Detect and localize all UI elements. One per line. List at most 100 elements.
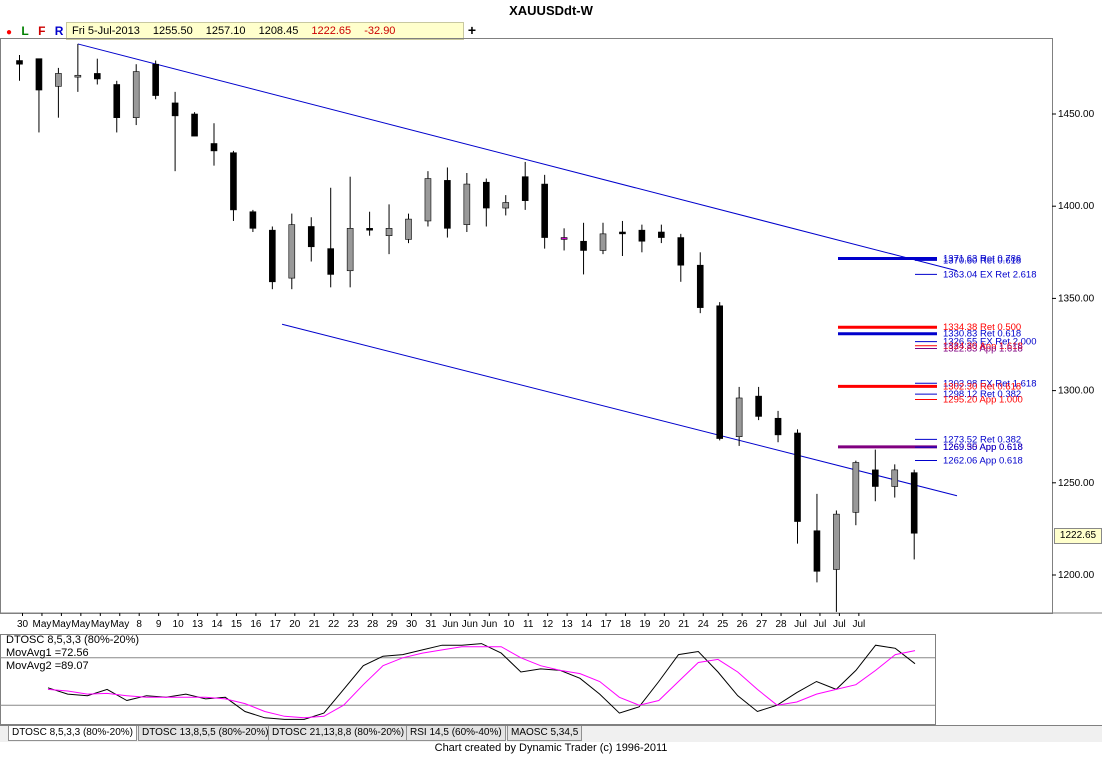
candle-body: [288, 224, 296, 279]
candle-body: [852, 462, 860, 513]
x-tick-label: 30: [406, 619, 418, 630]
tab-rsi[interactable]: RSI 14,5 (60%-40%): [406, 726, 506, 741]
candle-body: [113, 84, 121, 118]
projection-level-label: 1330.83 Ret 0.618: [943, 329, 1021, 340]
candle-body: [502, 202, 510, 209]
y-tick-label: 1350.00: [1058, 293, 1095, 304]
candle-body: [405, 218, 412, 240]
y-tick-label: 1200.00: [1058, 570, 1095, 581]
add-button[interactable]: +: [467, 22, 477, 38]
info-high: 1257.10: [205, 25, 246, 37]
x-tick-label: May: [52, 619, 71, 630]
x-tick-label: 14: [211, 619, 223, 630]
projection-level-label: 1273.52 Ret 0.382: [943, 434, 1021, 445]
projection-level-label: 1322.83 App 1.618: [943, 344, 1023, 355]
ohlc-info-bar: Fri 5-Jul-2013 1255.50 1257.10 1208.45 1…: [66, 22, 464, 40]
candle-body: [269, 229, 276, 283]
candle-body: [910, 472, 918, 534]
x-tick-label: Jul: [814, 619, 827, 630]
info-low: 1208.45: [258, 25, 299, 37]
tab-dtosc-21[interactable]: DTOSC 21,13,8,8 (80%-20%): [268, 726, 409, 741]
candle-body: [327, 248, 335, 275]
projection-level-label: 1269.50 App 0.618: [943, 442, 1023, 453]
x-tick-label: 23: [348, 619, 360, 630]
candle-body: [424, 178, 432, 222]
x-tick-label: Jul: [833, 619, 846, 630]
oscillator-frame: [0, 634, 936, 725]
x-tick-label: 13: [562, 619, 574, 630]
x-tick-label: 18: [620, 619, 632, 630]
osc-legend-avg1: MovAvg1 =72.56: [6, 647, 89, 659]
x-tick-label: 17: [270, 619, 282, 630]
x-tick-label: 22: [328, 619, 340, 630]
x-tick-label: 20: [659, 619, 671, 630]
candle-body: [696, 264, 704, 308]
y-tick-label: 1400.00: [1058, 201, 1095, 212]
channel-line: [281, 323, 958, 497]
projection-level-label: 1262.06 App 0.618: [943, 456, 1023, 467]
last-price-label: 1222.65: [1054, 528, 1102, 544]
x-tick-label: Jun: [481, 619, 497, 630]
candle-body: [249, 211, 257, 229]
x-tick-label: May: [110, 619, 129, 630]
toolbar-button-f[interactable]: F: [38, 24, 46, 38]
tab-dtosc-8[interactable]: DTOSC 8,5,3,3 (80%-20%): [8, 726, 137, 741]
x-tick-label: 31: [425, 619, 437, 630]
x-tick-label: 19: [639, 619, 651, 630]
candle-body: [482, 181, 490, 209]
projection-level-label: 1334.38 Ret 0.500: [943, 322, 1021, 333]
candle-body: [658, 231, 665, 238]
x-tick-label: Jun: [442, 619, 458, 630]
candle-body: [521, 176, 529, 201]
candle-body: [171, 102, 179, 117]
toolbar-button-l[interactable]: L: [21, 24, 29, 38]
candle-body: [599, 233, 607, 251]
info-open: 1255.50: [152, 25, 193, 37]
channel-line: [77, 43, 958, 272]
candle-body: [891, 469, 899, 487]
osc-legend-avg2: MovAvg2 =89.07: [6, 660, 89, 672]
candle-body: [74, 74, 82, 78]
candle-body: [638, 229, 646, 242]
projection-level-label: 1326.55 EX Ret 2.000: [943, 337, 1037, 348]
projection-level-label: 1298.12 Ret 0.382: [943, 389, 1021, 400]
candle-body: [191, 113, 198, 137]
y-tick-label: 1450.00: [1058, 109, 1095, 120]
x-tick-label: Jun: [462, 619, 478, 630]
oscillator-legend: DTOSC 8,5,3,3 (80%-20%) MovAvg1 =72.56 M…: [6, 634, 139, 673]
projection-level-label: 1269.35 App 0.618: [943, 442, 1023, 453]
candle-body: [871, 469, 879, 487]
candle-body: [774, 417, 782, 436]
chart-title: XAUUSDdt-W: [509, 3, 593, 18]
footer-credit: Chart created by Dynamic Trader (c) 1996…: [434, 742, 668, 754]
oscillator-series-line: [47, 646, 916, 719]
candle-body: [152, 63, 159, 96]
oscillator-series-line: [47, 643, 916, 720]
x-tick-label: 28: [367, 619, 379, 630]
x-tick-label: 10: [503, 619, 515, 630]
candle-body: [16, 60, 23, 65]
candle-body: [55, 73, 62, 87]
candle-body: [210, 143, 218, 152]
tab-maosc[interactable]: MAOSC 5,34,5: [507, 726, 583, 741]
candle-body: [132, 71, 140, 118]
red-dot-icon[interactable]: ●: [6, 27, 13, 38]
toolbar-button-r[interactable]: R: [54, 24, 64, 38]
x-tick-label: 27: [756, 619, 768, 630]
osc-legend-title: DTOSC 8,5,3,3 (80%-20%): [6, 634, 140, 646]
y-tick-label: 1300.00: [1058, 386, 1095, 397]
x-tick-label: 15: [231, 619, 243, 630]
x-tick-label: 13: [192, 619, 204, 630]
candle-body: [813, 530, 821, 572]
x-tick-label: 25: [717, 619, 729, 630]
x-tick-label: May: [71, 619, 90, 630]
tab-dtosc-13[interactable]: DTOSC 13,8,5,5 (80%-20%): [138, 726, 273, 741]
x-tick-label: 20: [289, 619, 301, 630]
info-date: Fri 5-Jul-2013: [72, 25, 140, 37]
candle-body: [385, 228, 393, 237]
title-bar: XAUUSDdt-W: [0, 0, 1102, 22]
candle-body: [366, 228, 373, 231]
info-close: 1222.65: [311, 25, 352, 37]
info-change: -32.90: [364, 25, 396, 37]
